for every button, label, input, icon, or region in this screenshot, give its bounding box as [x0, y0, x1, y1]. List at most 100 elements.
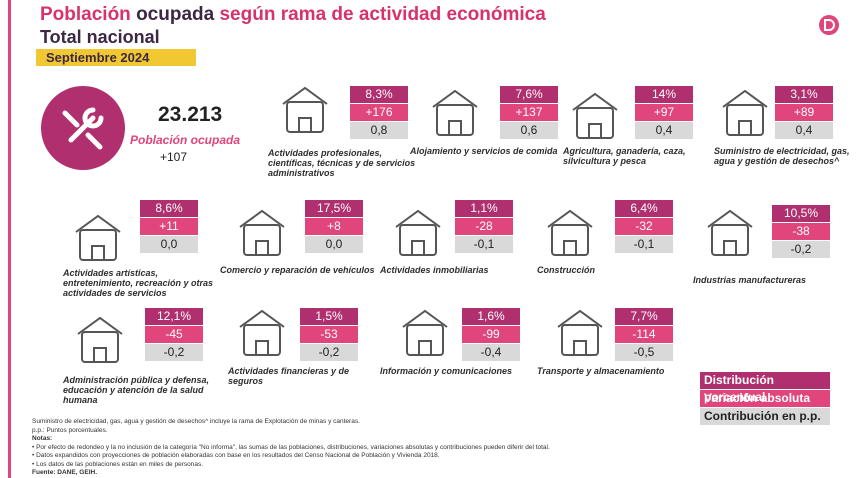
sector-change: +97 [635, 104, 693, 121]
sector-label-line: entretenimiento, recreación y otras [63, 278, 214, 288]
sector-share: 1,6% [462, 308, 520, 325]
sector-icon [572, 92, 618, 139]
sector-label: Actividades financieras y de seguros [228, 366, 349, 386]
sector-label-line: educación y atención de la salud [63, 385, 204, 395]
footnote: Suministro de electricidad, gas, agua y … [32, 418, 360, 425]
sector-share: 10,5% [772, 205, 830, 222]
sector-label-line: Administración pública y defensa, [63, 375, 210, 385]
title-part: Población [40, 4, 131, 25]
footnote: Notas: [32, 435, 53, 442]
title: Población ocupada según rama de activida… [40, 4, 546, 26]
sector-share: 8,6% [140, 200, 198, 217]
sector-label: Actividades inmobiliarias [380, 265, 489, 275]
sector-contribution: 0,4 [635, 122, 693, 139]
summary-change: +107 [160, 150, 188, 164]
sector-contribution: 0,0 [305, 236, 363, 253]
sector-icon [432, 89, 478, 136]
sector-label-line: científicas, técnicas y de servicios [268, 158, 416, 168]
sector-contribution: 0,0 [140, 236, 198, 253]
sector-icon [722, 89, 768, 136]
footnote: Fuente: DANE, GEIH. [32, 469, 98, 476]
sector-label-line: Suministro de electricidad, gas, [714, 146, 850, 156]
sector-contribution: 0,4 [775, 122, 833, 139]
sector-change: -28 [455, 218, 513, 235]
sector-change: +137 [500, 104, 558, 121]
sector-share: 17,5% [305, 200, 363, 217]
sector-contribution: -0,1 [455, 236, 513, 253]
summary-icon [41, 86, 125, 170]
sector-change: -32 [615, 218, 673, 235]
sector-contribution: -0,2 [145, 344, 203, 361]
legend-entry: Variación absoluta [700, 390, 830, 407]
sector-share: 12,1% [145, 308, 203, 325]
sector-change: +11 [140, 218, 198, 235]
sector-label-line: silvicultura y pesca [563, 156, 647, 166]
period: Septiembre 2024 [36, 49, 196, 66]
sector-label: Industrias manufactureras [693, 275, 806, 285]
sector-change: -45 [145, 326, 203, 343]
sector-label-line: Actividades inmobiliarias [380, 265, 489, 275]
sector-share: 14% [635, 86, 693, 103]
sector-icon [402, 309, 448, 356]
sector-label-line: Actividades artísticas, [63, 268, 159, 278]
sector-share: 1,1% [455, 200, 513, 217]
sector-change: -38 [772, 223, 830, 240]
sector-icon [557, 309, 603, 356]
sector-label: Comercio y reparación de vehículos [220, 265, 375, 275]
sector-label-line: Agricultura, ganadería, caza, [563, 146, 686, 156]
sector-label-line: Transporte y almacenamiento [537, 366, 665, 376]
sector-share: 3,1% [775, 86, 833, 103]
sector-label: Alojamiento y servicios de comida [410, 146, 558, 156]
sector-label-line: Actividades financieras y de [228, 366, 350, 376]
sector-change: +176 [350, 104, 408, 121]
sector-icon [75, 214, 121, 261]
sector-label-line: Alojamiento y servicios de comida [410, 146, 558, 156]
sector-label-line: Comercio y reparación de vehículos [220, 265, 375, 275]
sector-change: -114 [615, 326, 673, 343]
sector-label: Construcción [537, 265, 595, 275]
side-bar [8, 0, 11, 478]
sector-contribution: 0,8 [350, 122, 408, 139]
summary-value: 23.213 [158, 103, 223, 126]
footnote: p.p.: Puntos porcentuales. [32, 426, 108, 434]
legend-entry: Contribución en p.p. [700, 408, 830, 425]
sector-label: Información y comunicaciones [380, 366, 512, 376]
sector-icon [547, 209, 593, 256]
footnote: • Los datos de las poblaciones están en … [32, 460, 204, 468]
sector-share: 1,5% [300, 308, 358, 325]
summary-label: Población ocupada [130, 133, 241, 147]
footnote: • Datos expandidos con proyecciones de p… [32, 452, 440, 459]
sector-share: 7,7% [615, 308, 673, 325]
sector-contribution: 0,6 [500, 122, 558, 139]
sector-label-line: Industrias manufactureras [693, 275, 807, 285]
sector-label: Administración pública y defensa, educaci… [63, 375, 209, 405]
sector-icon [77, 316, 123, 363]
sector-contribution: -0,2 [772, 241, 830, 258]
sector-label-line: Información y comunicaciones [380, 366, 513, 376]
sector-change: +8 [305, 218, 363, 235]
sector-label-line: Actividades profesionales, [268, 148, 383, 158]
sector-contribution: -0,5 [615, 344, 673, 361]
legend: Distribución porcentualVariación absolut… [700, 372, 830, 426]
legend-entry: Distribución porcentual [700, 372, 830, 404]
sector-change: -53 [300, 326, 358, 343]
sector-label: Suministro de electricidad, gas, agua y g… [714, 146, 850, 166]
sector-contribution: -0,2 [300, 344, 358, 361]
sector-label-line: administrativos [268, 168, 335, 178]
sector-share: 6,4% [615, 200, 673, 217]
sector-label-line: Construcción [537, 265, 596, 275]
sector-icon [282, 86, 328, 133]
sector-change: -99 [462, 326, 520, 343]
sector-share: 8,3% [350, 86, 408, 103]
subtitle: Total nacional [40, 27, 160, 47]
title-part: ocupada [136, 4, 215, 25]
sector-label-line: actividades de servicios [63, 288, 167, 298]
sector-label-line: seguros [228, 376, 264, 386]
sector-label-line: humana [63, 395, 98, 405]
sector-label: Transporte y almacenamiento [537, 366, 664, 376]
sector-label: Actividades artísticas, entretenimiento, … [63, 268, 213, 298]
sector-share: 7,6% [500, 86, 558, 103]
title-part: según rama de actividad económica [219, 4, 546, 25]
sector-change: +89 [775, 104, 833, 121]
